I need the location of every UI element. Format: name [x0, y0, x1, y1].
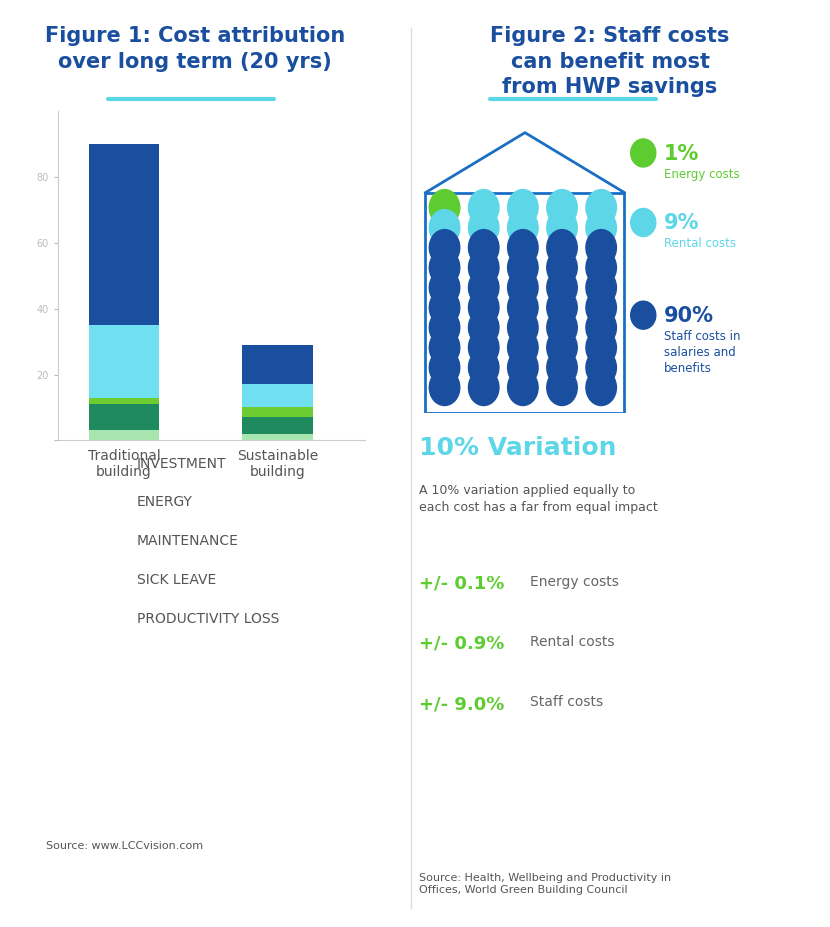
Text: Energy costs: Energy costs	[530, 575, 618, 589]
Text: 1%: 1%	[664, 144, 700, 164]
Circle shape	[508, 230, 538, 265]
Circle shape	[508, 249, 538, 286]
Circle shape	[586, 330, 617, 365]
Bar	[242, 417, 313, 434]
Circle shape	[468, 289, 499, 325]
Circle shape	[586, 249, 617, 286]
Circle shape	[586, 210, 617, 246]
Circle shape	[508, 330, 538, 365]
Circle shape	[586, 370, 617, 405]
Text: A 10% variation applied equally to
each cost has a far from equal impact: A 10% variation applied equally to each …	[419, 484, 658, 514]
Circle shape	[429, 310, 460, 346]
Text: Rental costs: Rental costs	[664, 237, 736, 250]
Bar	[89, 145, 159, 325]
Bar	[426, 193, 624, 413]
Circle shape	[508, 289, 538, 325]
Circle shape	[468, 249, 499, 286]
Circle shape	[429, 349, 460, 386]
Circle shape	[508, 190, 538, 225]
Circle shape	[631, 139, 656, 167]
Text: ENERGY: ENERGY	[137, 495, 193, 510]
Circle shape	[429, 289, 460, 325]
Bar	[89, 404, 159, 430]
Circle shape	[508, 210, 538, 246]
Circle shape	[468, 370, 499, 405]
Circle shape	[547, 249, 577, 286]
Circle shape	[468, 310, 499, 346]
Bar	[242, 434, 313, 440]
Text: INVESTMENT: INVESTMENT	[137, 456, 227, 471]
Circle shape	[429, 249, 460, 286]
Text: SICK LEAVE: SICK LEAVE	[137, 573, 216, 588]
Circle shape	[508, 349, 538, 386]
Bar	[89, 325, 159, 398]
Circle shape	[429, 330, 460, 365]
Text: PRODUCTIVITY LOSS: PRODUCTIVITY LOSS	[137, 612, 280, 627]
Circle shape	[468, 330, 499, 365]
Circle shape	[586, 270, 617, 306]
Circle shape	[508, 270, 538, 306]
Circle shape	[631, 301, 656, 329]
Circle shape	[547, 289, 577, 325]
Text: MAINTENANCE: MAINTENANCE	[137, 534, 239, 549]
Text: Figure 1: Cost attribution
over long term (20 yrs): Figure 1: Cost attribution over long ter…	[45, 26, 345, 71]
Text: +/- 0.9%: +/- 0.9%	[419, 635, 505, 653]
Circle shape	[631, 209, 656, 236]
Text: Energy costs: Energy costs	[664, 168, 740, 181]
Bar	[89, 398, 159, 404]
Circle shape	[547, 310, 577, 346]
Text: Staff costs: Staff costs	[530, 695, 603, 709]
Text: +/- 9.0%: +/- 9.0%	[419, 695, 505, 713]
Circle shape	[429, 270, 460, 306]
Circle shape	[468, 230, 499, 265]
Circle shape	[547, 210, 577, 246]
Text: Figure 2: Staff costs
can benefit most
from HWP savings: Figure 2: Staff costs can benefit most f…	[491, 26, 730, 97]
Circle shape	[586, 289, 617, 325]
Circle shape	[468, 210, 499, 246]
Circle shape	[429, 210, 460, 246]
Circle shape	[547, 190, 577, 225]
Text: 90%: 90%	[664, 306, 714, 326]
Circle shape	[547, 230, 577, 265]
Bar	[242, 345, 313, 385]
Circle shape	[586, 310, 617, 346]
Text: Source: Health, Wellbeing and Productivity in
Offices, World Green Building Coun: Source: Health, Wellbeing and Productivi…	[419, 873, 671, 895]
Text: +/- 0.1%: +/- 0.1%	[419, 575, 505, 592]
Circle shape	[547, 330, 577, 365]
Bar	[89, 430, 159, 440]
Circle shape	[547, 370, 577, 405]
Circle shape	[429, 190, 460, 225]
Text: Rental costs: Rental costs	[530, 635, 614, 649]
Bar	[242, 408, 313, 417]
Circle shape	[468, 270, 499, 306]
Circle shape	[586, 230, 617, 265]
Bar	[242, 385, 313, 408]
Circle shape	[429, 370, 460, 405]
Circle shape	[508, 310, 538, 346]
Circle shape	[468, 190, 499, 225]
Circle shape	[508, 370, 538, 405]
Circle shape	[586, 190, 617, 225]
Circle shape	[468, 349, 499, 386]
Circle shape	[547, 349, 577, 386]
Circle shape	[429, 230, 460, 265]
Circle shape	[586, 349, 617, 386]
Circle shape	[547, 270, 577, 306]
Text: 9%: 9%	[664, 213, 700, 234]
Text: Staff costs in
salaries and
benefits: Staff costs in salaries and benefits	[664, 330, 740, 375]
Text: Source: www.LCCvision.com: Source: www.LCCvision.com	[46, 841, 203, 851]
Text: 10% Variation: 10% Variation	[419, 436, 617, 460]
